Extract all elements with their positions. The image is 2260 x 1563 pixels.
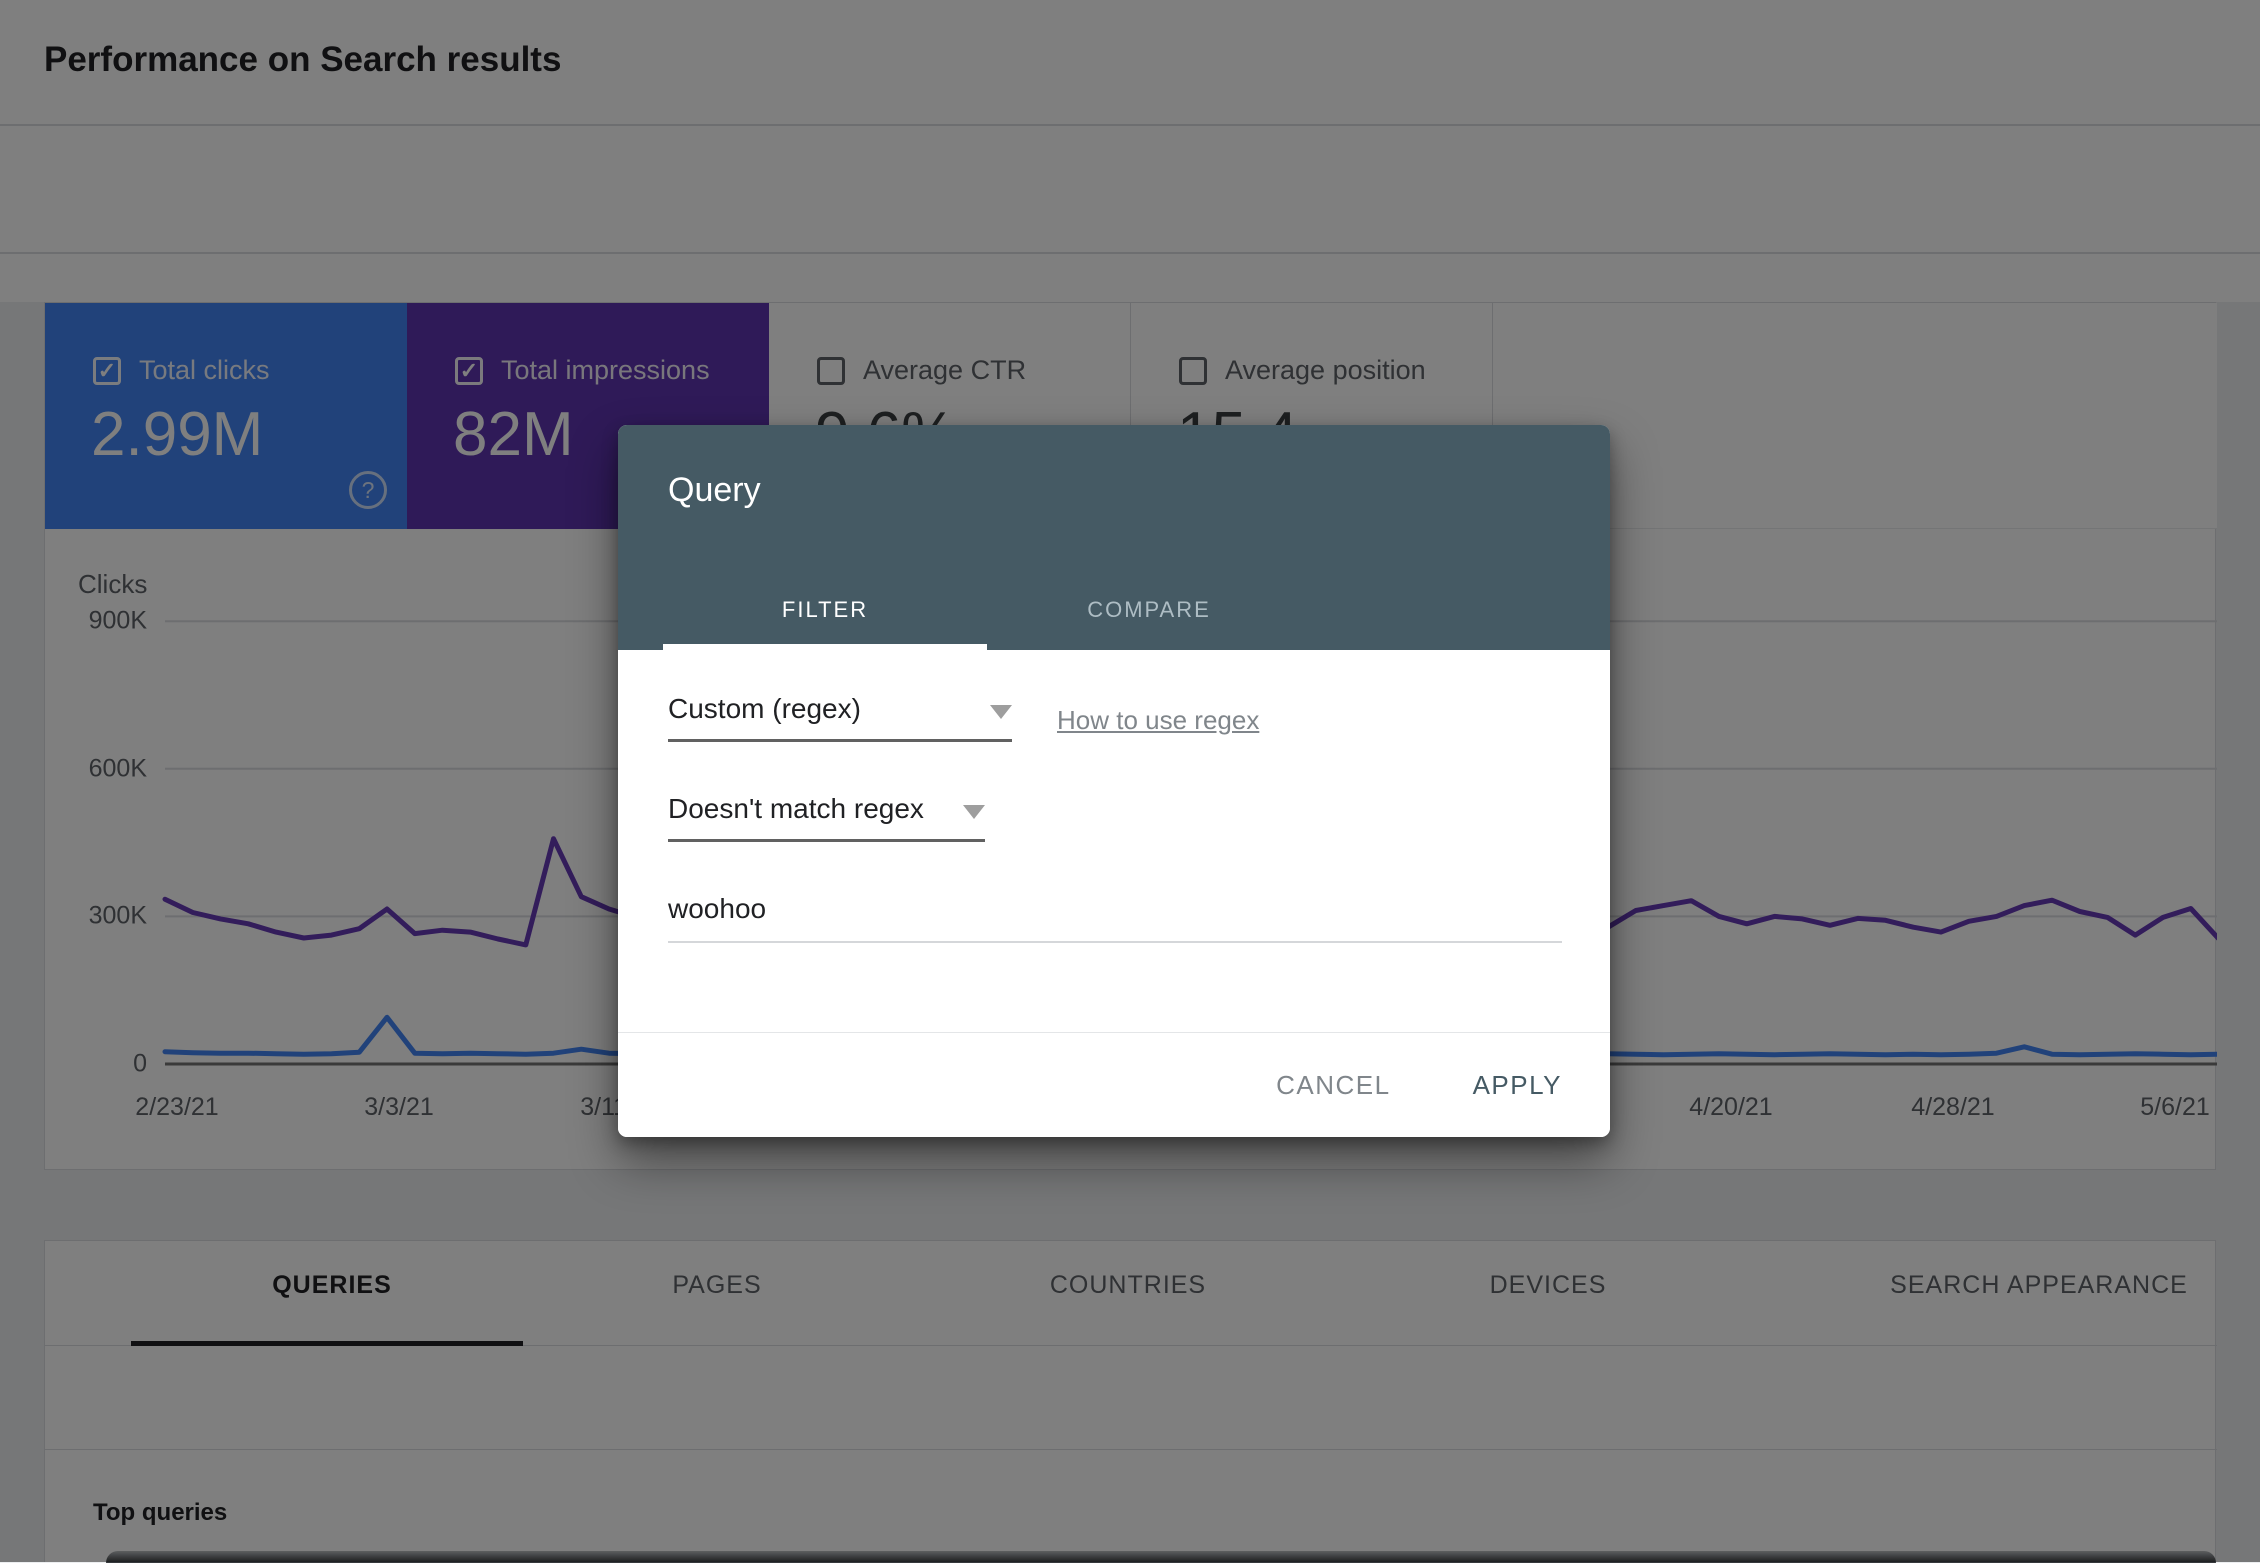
query-filter-dialog: Query FILTER COMPARE Custom (regex) How … bbox=[618, 425, 1610, 1137]
match-type-value: Doesn't match regex bbox=[668, 793, 924, 824]
regex-help-link[interactable]: How to use regex bbox=[1057, 705, 1260, 735]
cancel-button[interactable]: CANCEL bbox=[1276, 1069, 1391, 1100]
filter-type-value: Custom (regex) bbox=[668, 693, 861, 724]
dropdown-arrow-icon bbox=[963, 805, 985, 819]
apply-button[interactable]: APPLY bbox=[1472, 1069, 1562, 1100]
dialog-body: Custom (regex) How to use regex Doesn't … bbox=[618, 650, 1610, 1032]
dialog-title: Query bbox=[668, 471, 761, 509]
dropdown-arrow-icon bbox=[990, 705, 1012, 719]
filter-type-select[interactable]: Custom (regex) bbox=[668, 693, 1012, 742]
tab-compare[interactable]: COMPARE bbox=[1087, 597, 1211, 622]
match-type-select[interactable]: Doesn't match regex bbox=[668, 793, 985, 842]
regex-query-input[interactable] bbox=[668, 893, 1562, 943]
tab-filter[interactable]: FILTER bbox=[663, 570, 987, 650]
dialog-tabs: FILTER COMPARE bbox=[663, 570, 1311, 650]
dialog-footer: CANCEL APPLY bbox=[618, 1032, 1610, 1137]
dialog-header: Query FILTER COMPARE bbox=[618, 425, 1610, 650]
